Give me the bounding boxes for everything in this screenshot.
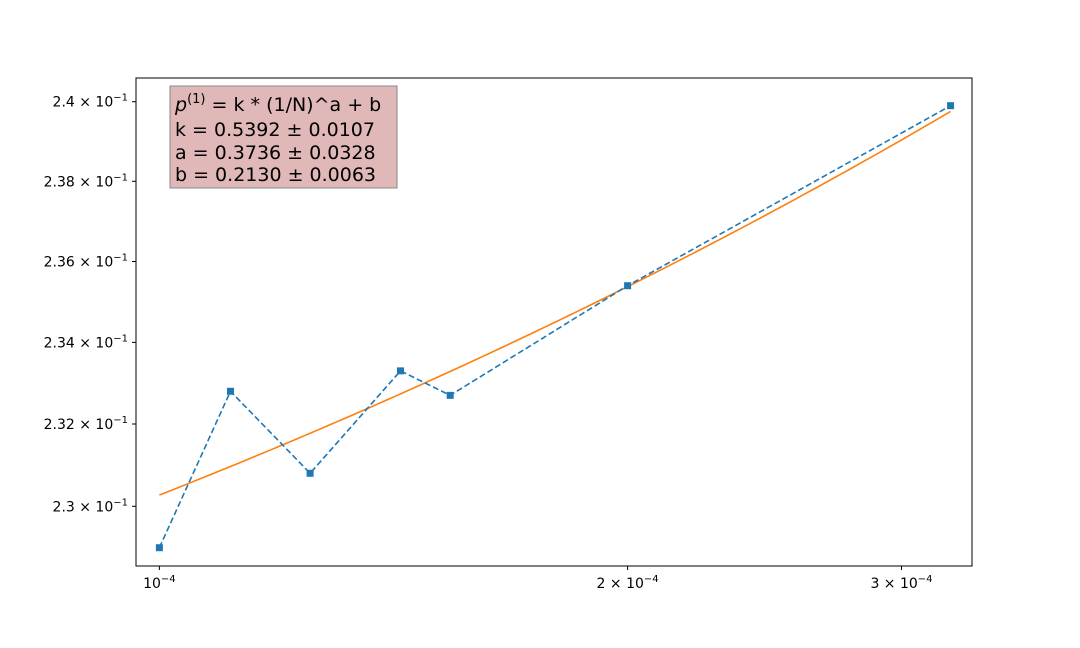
plot-area xyxy=(155,102,955,552)
data-point-marker xyxy=(624,282,632,290)
fit-annotation: p(1) = k * (1/N)^a + b k = 0.5392 ± 0.01… xyxy=(169,85,398,189)
annotation-a: a = 0.3736 ± 0.0328 xyxy=(175,142,376,164)
data-point-marker xyxy=(947,102,955,110)
axes: 10−4 2 × 10−4 3 × 10−4 2.3 × 10−1 2.32 × 10−… xyxy=(44,77,973,592)
formula-p: p xyxy=(174,94,187,116)
data-point-marker xyxy=(155,544,163,552)
x-tick-label: 10−4 xyxy=(143,574,176,592)
y-tick-label: 2.34 × 10−1 xyxy=(44,333,128,351)
axes-frame xyxy=(135,77,973,567)
y-tick-label: 2.38 × 10−1 xyxy=(44,172,128,190)
fit-curve-line xyxy=(159,110,951,496)
formula-superscript: (1) xyxy=(187,92,205,107)
y-tick-label: 2.3 × 10−1 xyxy=(53,497,128,515)
data-point-marker xyxy=(226,387,234,395)
data-point-marker xyxy=(397,367,405,375)
y-tick-label: 2.36 × 10−1 xyxy=(44,253,128,271)
x-tick-label: 3 × 10−4 xyxy=(870,574,932,592)
formula-rest: = k * (1/N)^a + b xyxy=(205,94,381,116)
x-tick-label: 2 × 10−4 xyxy=(597,574,659,592)
annotation-formula: p(1) = k * (1/N)^a + b xyxy=(174,92,381,116)
annotation-box xyxy=(169,85,398,189)
annotation-b: b = 0.2130 ± 0.0063 xyxy=(175,164,376,186)
data-point-marker xyxy=(306,469,314,477)
y-tick-label: 2.4 × 10−1 xyxy=(53,93,128,111)
y-tick-label: 2.32 × 10−1 xyxy=(44,415,128,433)
data-point-marker xyxy=(446,391,454,399)
annotation-k: k = 0.5392 ± 0.0107 xyxy=(175,119,375,141)
